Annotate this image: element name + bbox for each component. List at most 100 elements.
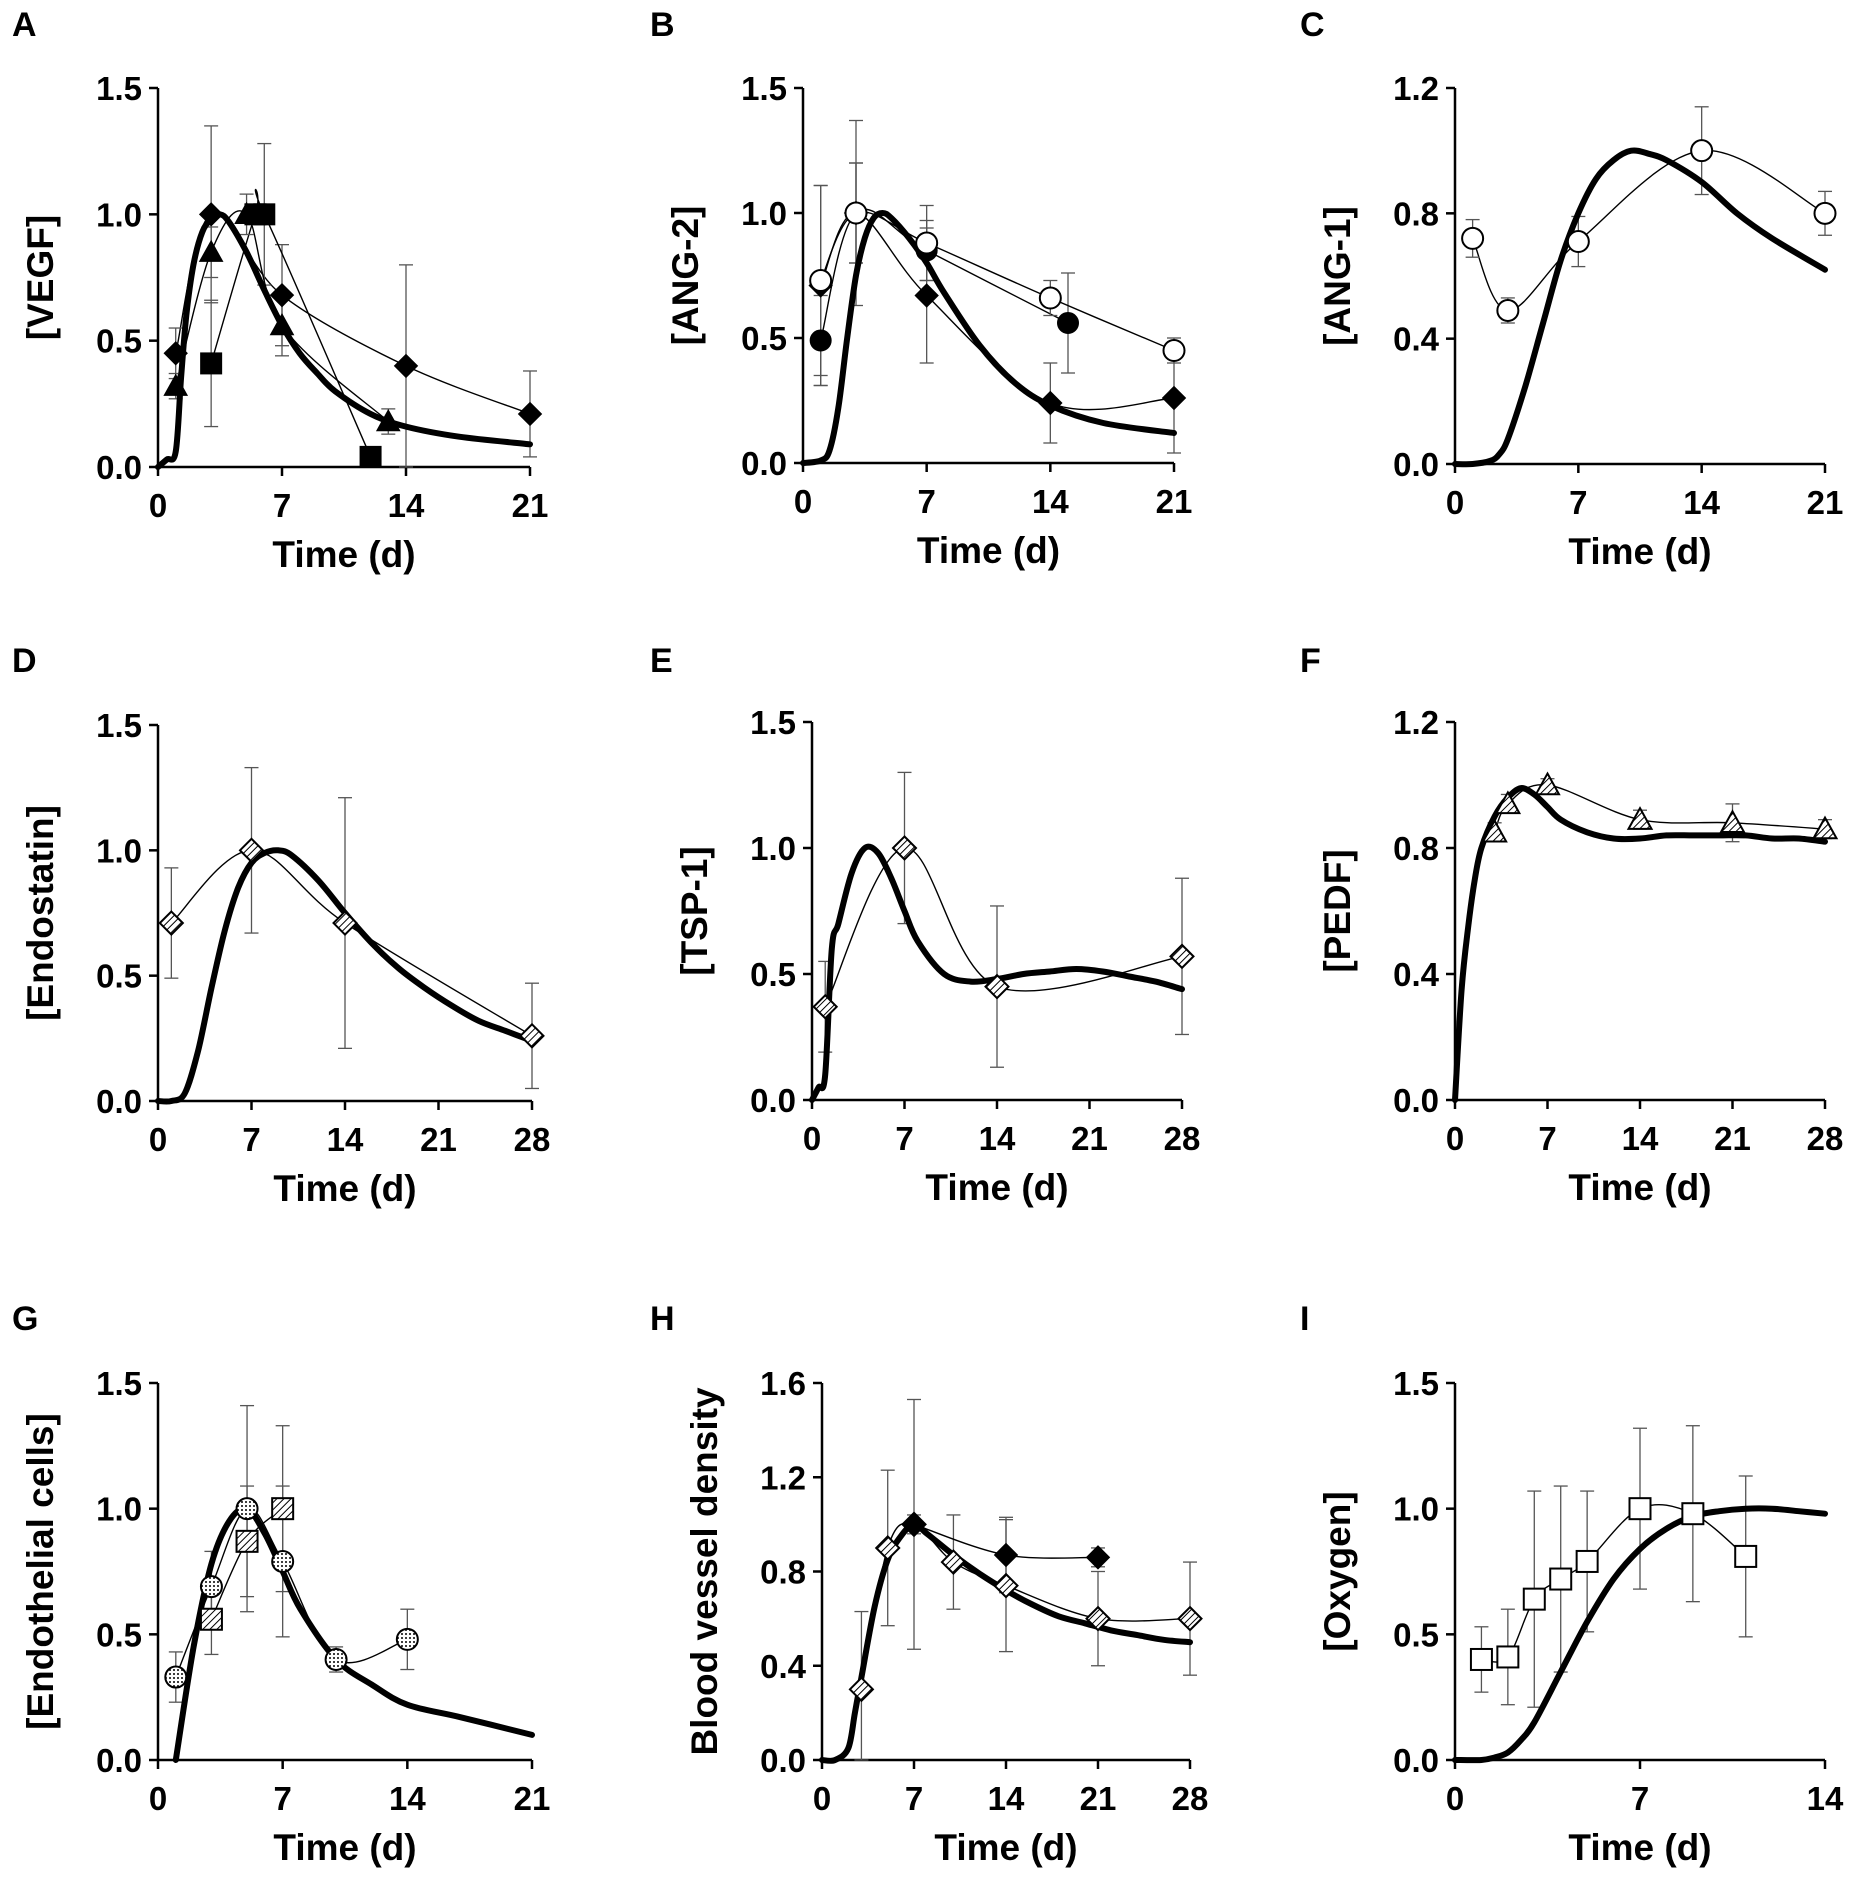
data-point-filled-diamond <box>993 1542 1019 1568</box>
x-tick-label: 0 <box>149 1121 167 1158</box>
y-axis-title: [PEDF] <box>1317 849 1358 972</box>
data-point-filled-diamond <box>914 283 939 308</box>
y-tick-label: 0.4 <box>760 1648 807 1685</box>
x-tick-label: 14 <box>1032 483 1069 520</box>
y-tick-label: 0.0 <box>96 1742 142 1779</box>
data-point-hatched-diamond <box>984 973 1010 1000</box>
x-tick-label: 7 <box>273 487 291 524</box>
y-tick-label: 1.0 <box>96 1491 142 1528</box>
x-tick-label: 28 <box>1164 1120 1201 1157</box>
data-point-hatched-diamond <box>874 1535 901 1561</box>
data-point-triangle <box>375 408 401 432</box>
data-point-hatched-square <box>271 1497 295 1521</box>
data-point-hatched-diamond <box>812 993 839 1020</box>
x-axis-title: Time (d) <box>1568 1167 1711 1208</box>
y-tick-label: 1.6 <box>760 1365 806 1402</box>
model-curve <box>800 210 1177 466</box>
x-tick-label: 14 <box>1622 1120 1659 1157</box>
panel-d: D 0.0 0.5 1.0 1.5 0 7 14 21 28 Time (d) [Endostatin… <box>12 642 550 1209</box>
series-line-hatched-diamond <box>860 1522 1191 1690</box>
data-point-hatched-diamond <box>519 1022 545 1049</box>
model-curve <box>155 211 533 470</box>
x-tick-label: 28 <box>514 1121 551 1158</box>
x-tick-label: 14 <box>988 1780 1025 1817</box>
x-tick-label: 7 <box>242 1121 260 1158</box>
y-tick-label: 1.5 <box>741 70 787 107</box>
y-tick-label: 0.0 <box>1393 1082 1439 1119</box>
data-point-dotted-circle <box>235 1497 259 1521</box>
data-point-triangle <box>269 312 295 336</box>
data-point-hatched-triangle <box>1719 809 1746 833</box>
y-tick-label: 0.5 <box>750 956 796 993</box>
data-point-open-circle <box>1813 201 1837 225</box>
x-tick-label: 7 <box>1631 1780 1649 1817</box>
series-line-open-circle <box>820 211 1175 352</box>
panel-letter: D <box>12 642 37 680</box>
y-tick-label: 1.0 <box>96 196 142 233</box>
data-point-open-square <box>1522 1587 1546 1611</box>
y-tick-label: 1.0 <box>750 830 796 867</box>
x-tick-label: 14 <box>1807 1780 1844 1817</box>
data-point-open-circle <box>915 231 939 255</box>
series-line-square <box>210 189 372 458</box>
data-point-square <box>200 352 223 375</box>
data-point-hatched-diamond <box>993 1572 1019 1599</box>
y-tick-label: 0.5 <box>741 320 787 357</box>
model-curve <box>819 1521 1193 1764</box>
data-point-diamond <box>269 282 295 308</box>
x-tick-label: 21 <box>512 487 549 524</box>
data-point-hatched-diamond <box>158 910 185 936</box>
data-point-filled-diamond <box>1161 385 1187 411</box>
x-axis-title: Time (d) <box>1568 531 1711 572</box>
x-tick-label: 0 <box>149 487 167 524</box>
data-point-dotted-circle <box>271 1549 295 1573</box>
x-tick-label: 0 <box>1446 1120 1464 1157</box>
y-tick-label: 0.0 <box>96 1083 142 1120</box>
y-tick-label: 0.0 <box>760 1742 806 1779</box>
panel-letter: A <box>12 6 37 44</box>
x-tick-label: 21 <box>1071 1120 1108 1157</box>
x-tick-label: 14 <box>388 487 425 524</box>
y-tick-label: 0.4 <box>1393 956 1440 993</box>
y-tick-label: 1.5 <box>96 707 142 744</box>
y-axis-title: Blood vessel density <box>684 1387 725 1755</box>
data-point-triangle <box>234 201 259 225</box>
x-tick-label: 21 <box>1156 483 1193 520</box>
series-line-open-circle <box>1471 149 1826 312</box>
x-tick-label: 21 <box>1714 1120 1751 1157</box>
data-point-hatched-triangle <box>1811 815 1839 840</box>
y-tick-label: 1.5 <box>750 704 796 741</box>
x-tick-label: 28 <box>1172 1780 1209 1817</box>
data-point-filled-diamond <box>901 1512 927 1537</box>
data-point-filled-circle <box>1057 312 1079 334</box>
y-tick-label: 0.8 <box>760 1554 806 1591</box>
x-tick-label: 7 <box>273 1780 291 1817</box>
y-tick-label: 0.8 <box>1393 830 1439 867</box>
x-axis-title: Time (d) <box>273 1168 416 1209</box>
x-tick-label: 7 <box>895 1120 913 1157</box>
data-point-diamond <box>163 341 188 366</box>
y-tick-label: 1.0 <box>96 832 142 869</box>
panel-h: H 0.0 0.4 0.8 1.2 1.6 0 7 14 21 28 Time (d) Blood ve… <box>650 1300 1208 1868</box>
x-tick-label: 0 <box>1446 484 1464 521</box>
x-axis-title: Time (d) <box>934 1827 1077 1868</box>
y-tick-label: 0.5 <box>96 958 142 995</box>
data-point-hatched-diamond <box>1177 1605 1203 1632</box>
data-point-dotted-circle <box>164 1665 188 1689</box>
data-point-open-square <box>1628 1497 1652 1521</box>
x-tick-label: 0 <box>149 1780 167 1817</box>
data-point-hatched-triangle <box>1626 806 1654 830</box>
x-tick-label: 21 <box>1807 484 1844 521</box>
data-point-open-circle <box>1690 139 1714 163</box>
data-point-hatched-diamond <box>891 835 918 861</box>
x-axis-title: Time (d) <box>273 1827 416 1868</box>
x-tick-label: 14 <box>327 1121 364 1158</box>
x-tick-label: 7 <box>1538 1120 1556 1157</box>
panel-f: F 0.0 0.4 0.8 1.2 0 7 14 21 28 Time (d) [PEDF] <box>1300 642 1843 1208</box>
y-tick-label: 1.5 <box>96 1365 142 1402</box>
panel-g: G 0.0 0.5 1.0 1.5 0 7 14 21 Time (d) [Endothelial … <box>12 1300 550 1868</box>
y-tick-label: 0.5 <box>96 1616 142 1653</box>
data-point-triangle <box>163 373 189 396</box>
